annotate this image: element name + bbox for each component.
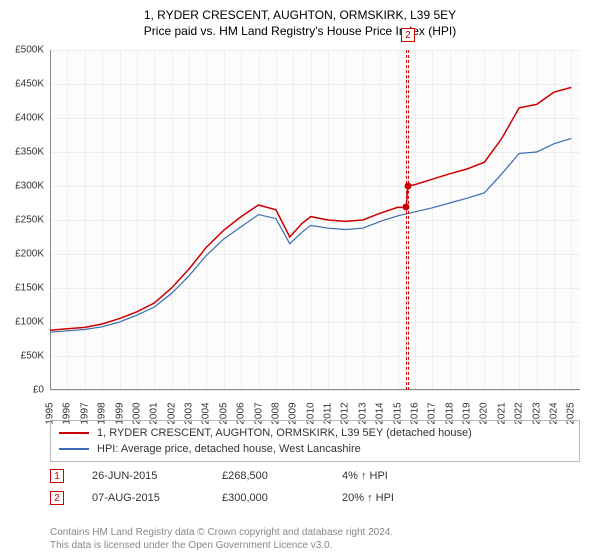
chart-plot-area: 2 £0£50K£100K£150K£200K£250K£300K£350K£4…: [50, 50, 580, 390]
sale-row-marker: 2: [50, 491, 64, 505]
y-tick-label: £100K: [15, 317, 44, 328]
sale-row-marker: 1: [50, 469, 64, 483]
y-tick-label: £250K: [15, 215, 44, 226]
sale-row-date: 07-AUG-2015: [92, 492, 222, 504]
y-tick-label: £400K: [15, 113, 44, 124]
sale-marker-line: [406, 50, 407, 390]
legend-row: 1, RYDER CRESCENT, AUGHTON, ORMSKIRK, L3…: [59, 425, 571, 441]
chart-container: 1, RYDER CRESCENT, AUGHTON, ORMSKIRK, L3…: [0, 0, 600, 560]
sale-row-delta: 4% ↑ HPI: [342, 470, 462, 482]
sale-row: 1 26-JUN-2015£268,5004% ↑ HPI: [50, 465, 462, 487]
footer-attribution: Contains HM Land Registry data © Crown c…: [50, 526, 393, 552]
sales-table: 1 26-JUN-2015£268,5004% ↑ HPI 2 07-AUG-2015…: [50, 465, 462, 509]
gridline-h: [50, 390, 580, 391]
legend-row: HPI: Average price, detached house, West…: [59, 441, 571, 457]
sale-marker-box: 2: [401, 28, 415, 42]
sale-row-delta: 20% ↑ HPI: [342, 492, 462, 504]
sale-row-price: £300,000: [222, 492, 342, 504]
sale-row: 2 07-AUG-2015£300,00020% ↑ HPI: [50, 487, 462, 509]
sale-row-price: £268,500: [222, 470, 342, 482]
y-tick-label: £200K: [15, 249, 44, 260]
sale-row-date: 26-JUN-2015: [92, 470, 222, 482]
y-tick-label: £300K: [15, 181, 44, 192]
y-tick-label: £450K: [15, 79, 44, 90]
legend-box: 1, RYDER CRESCENT, AUGHTON, ORMSKIRK, L3…: [50, 420, 580, 462]
footer-line2: This data is licensed under the Open Gov…: [50, 539, 393, 552]
chart-lines-svg: [50, 50, 580, 390]
legend-swatch: [59, 448, 89, 450]
sale-marker-dot: [404, 183, 411, 190]
chart-title-subtitle: Price paid vs. HM Land Registry's House …: [0, 22, 600, 38]
y-tick-label: £350K: [15, 147, 44, 158]
y-tick-label: £150K: [15, 283, 44, 294]
sale-marker-line: [408, 50, 409, 390]
y-tick-label: £50K: [21, 351, 44, 362]
series-line: [50, 138, 571, 332]
series-line: [50, 87, 571, 330]
footer-line1: Contains HM Land Registry data © Crown c…: [50, 526, 393, 539]
legend-label: HPI: Average price, detached house, West…: [97, 443, 361, 455]
legend-swatch: [59, 432, 89, 434]
chart-title-address: 1, RYDER CRESCENT, AUGHTON, ORMSKIRK, L3…: [0, 0, 600, 22]
y-tick-label: £500K: [15, 45, 44, 56]
legend-label: 1, RYDER CRESCENT, AUGHTON, ORMSKIRK, L3…: [97, 427, 472, 439]
y-tick-label: £0: [33, 385, 44, 396]
